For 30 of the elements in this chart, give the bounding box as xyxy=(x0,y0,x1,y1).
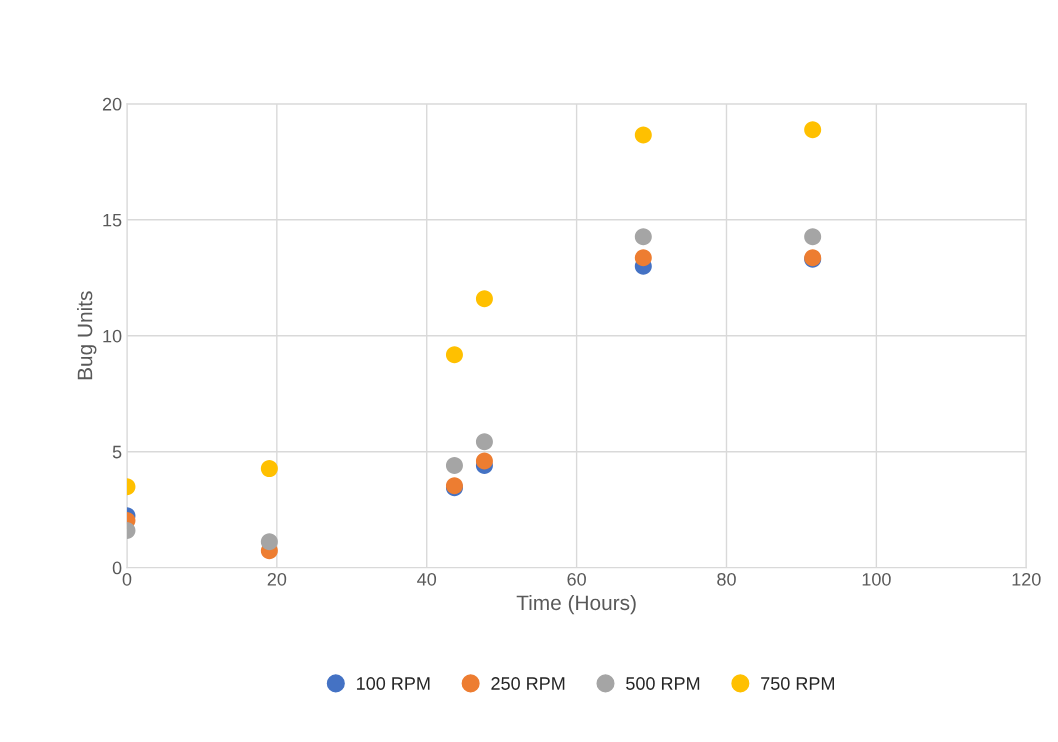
x-tick-label: 120 xyxy=(1012,572,1041,586)
point xyxy=(475,452,493,470)
point xyxy=(634,249,652,267)
legend-label: 100 RPM xyxy=(357,677,430,690)
legend-label: 750 RPM xyxy=(761,677,834,690)
point xyxy=(634,228,652,246)
y-tick-label: 15 xyxy=(103,213,122,227)
point xyxy=(804,228,822,246)
point xyxy=(804,121,822,139)
point xyxy=(260,460,278,478)
x-tick-label: 60 xyxy=(567,572,586,586)
point xyxy=(634,126,652,144)
y-tick-label: 10 xyxy=(103,329,122,343)
y-tick-label: 5 xyxy=(112,445,122,459)
x-tick-label: 80 xyxy=(717,572,736,586)
legend-label: 500 RPM xyxy=(626,677,700,690)
point xyxy=(260,533,278,551)
x-tick-label: 20 xyxy=(267,572,287,586)
point xyxy=(475,290,493,308)
x-axis-title: Time (Hours) xyxy=(516,594,636,615)
point xyxy=(475,433,493,451)
point xyxy=(445,457,463,475)
legend-label: 250 RPM xyxy=(491,677,565,690)
point xyxy=(445,346,463,364)
x-tick-label: 0 xyxy=(122,572,132,586)
y-tick-label: 0 xyxy=(112,561,122,575)
y-tick-label: 20 xyxy=(102,97,122,111)
y-axis-title: Bug Units xyxy=(77,291,97,380)
x-tick-label: 40 xyxy=(417,572,437,586)
x-tick-label: 100 xyxy=(862,572,891,586)
